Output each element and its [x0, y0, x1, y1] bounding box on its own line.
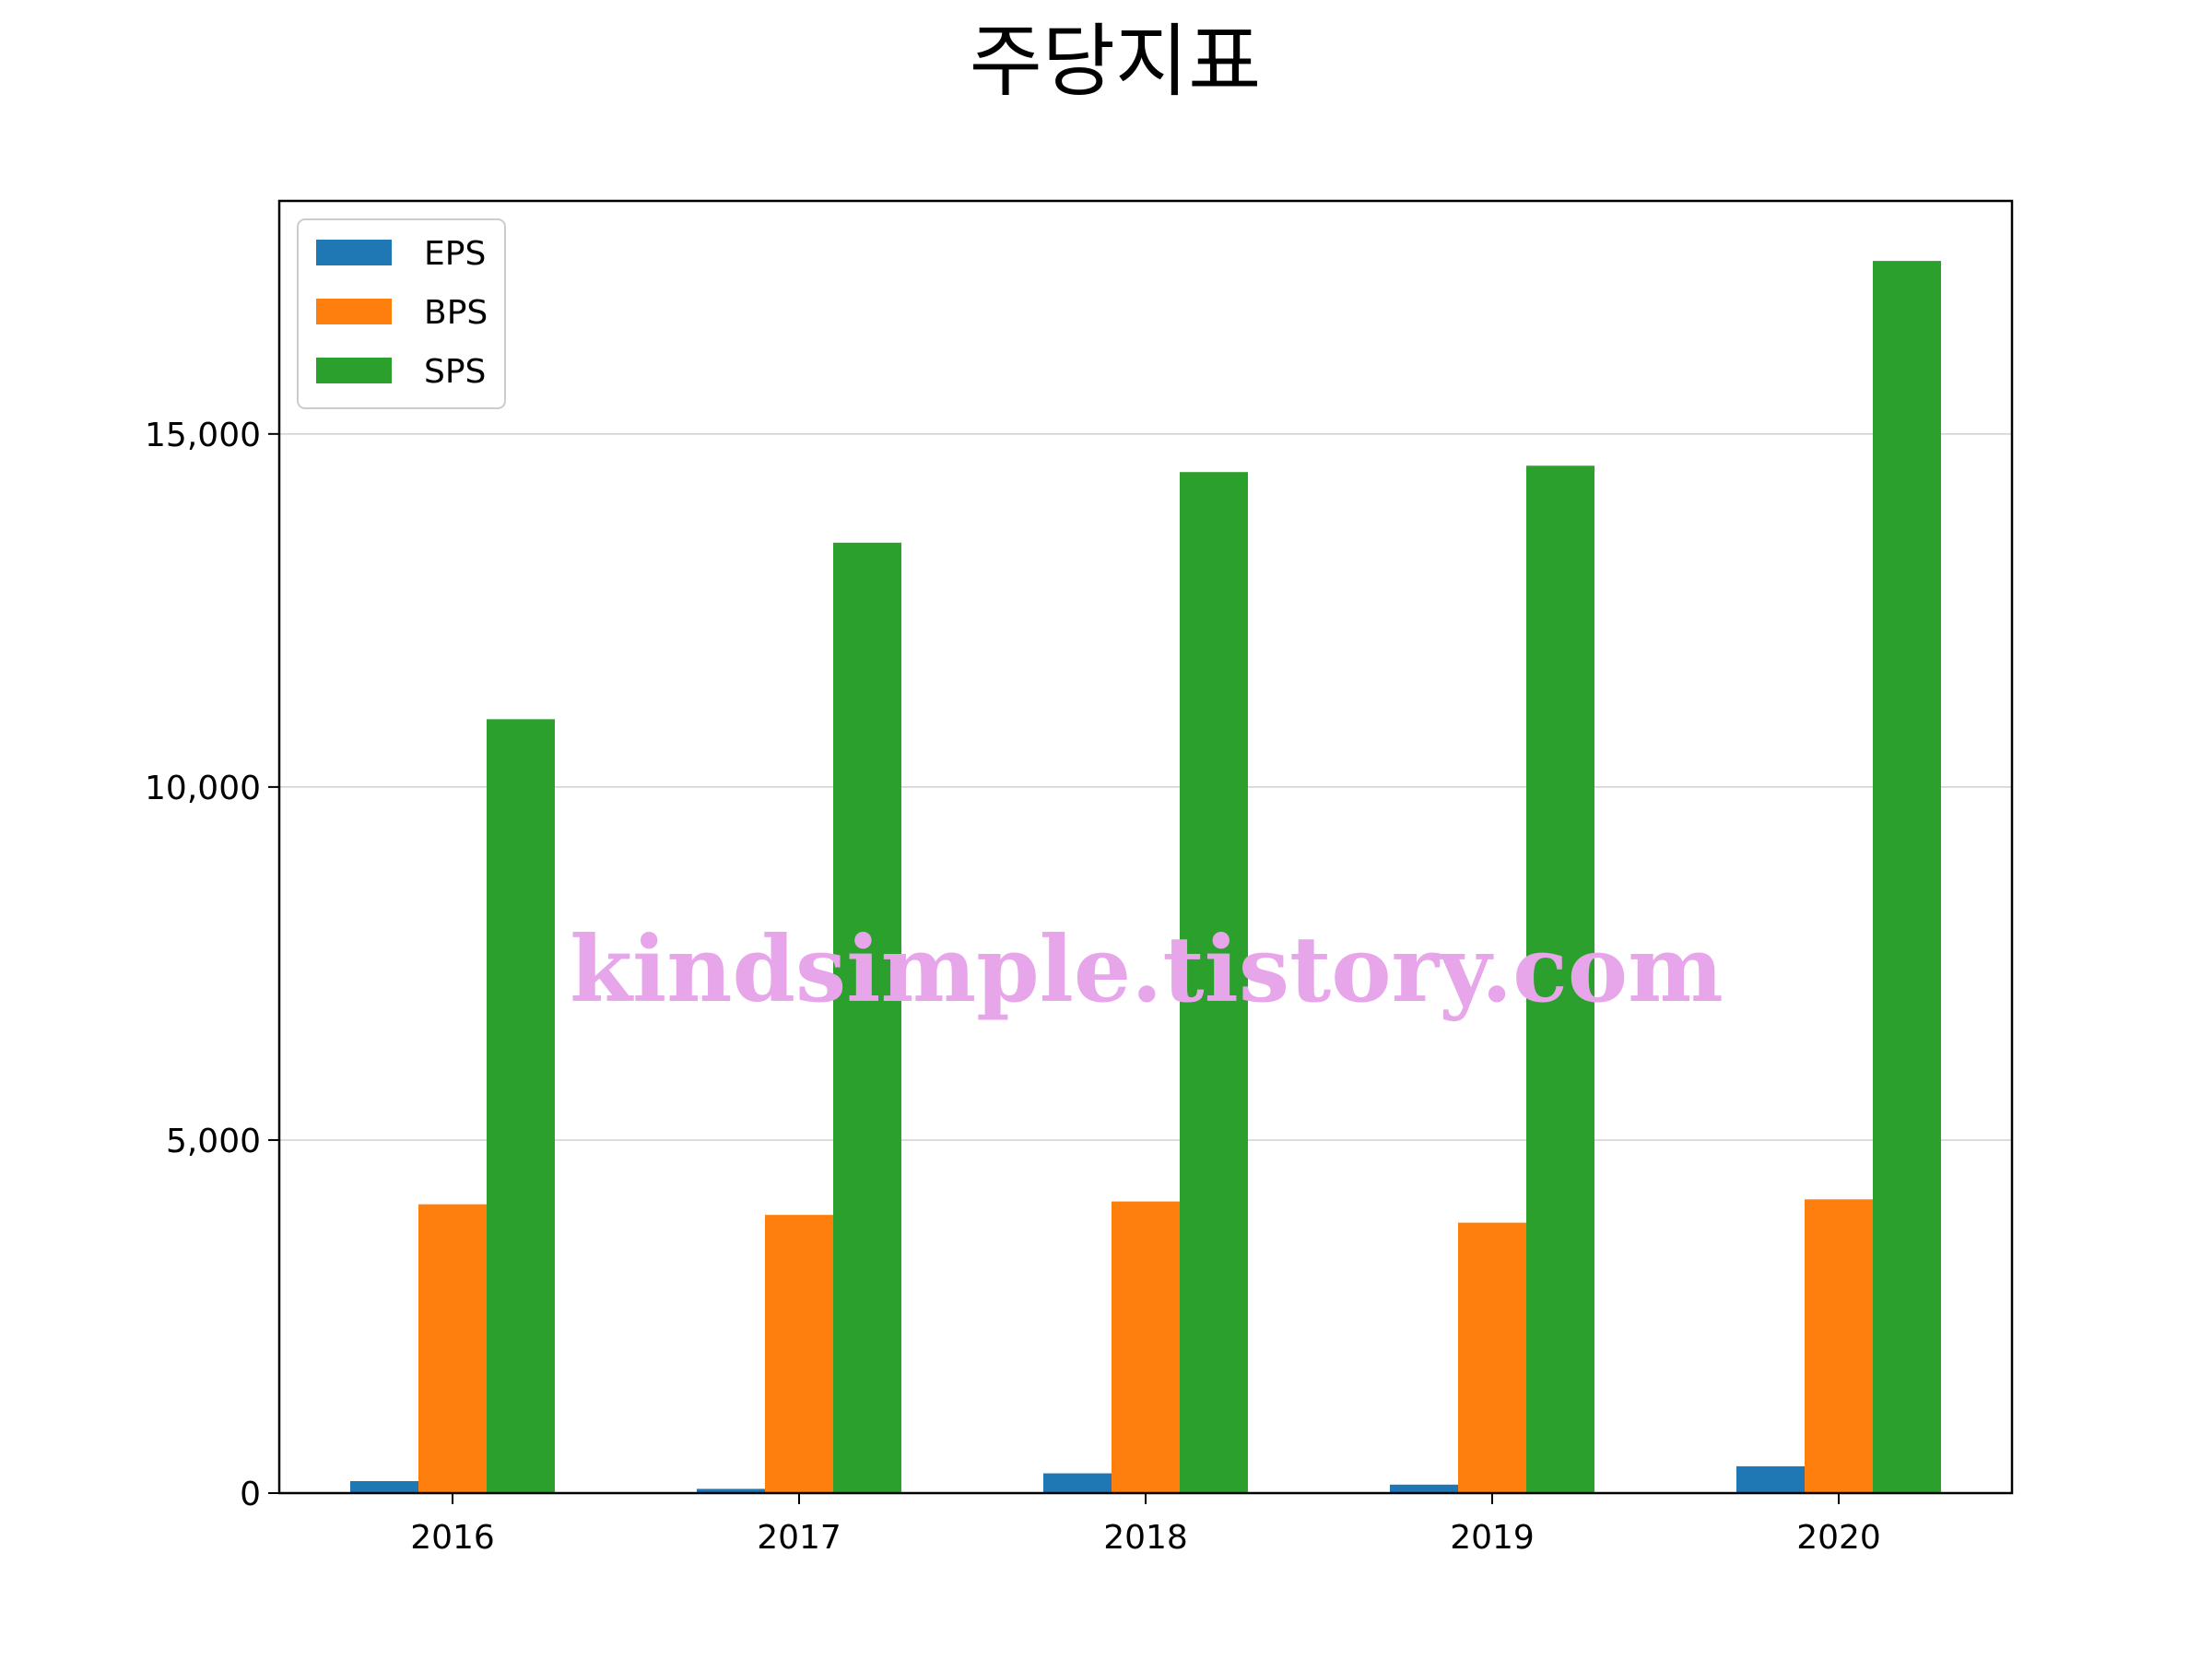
x-tick-label: 2017	[757, 1519, 841, 1557]
y-tick-label: 10,000	[145, 770, 261, 807]
y-tick-label: 15,000	[145, 417, 261, 454]
bar-sps-2018	[1180, 472, 1248, 1493]
x-tick-label: 2019	[1450, 1519, 1535, 1557]
legend-label-eps: EPS	[424, 235, 486, 273]
legend-swatch-sps	[316, 358, 392, 383]
bar-sps-2016	[487, 719, 555, 1493]
bar-eps-2017	[697, 1488, 765, 1493]
y-axis: 0 5,000 10,000 15,000	[145, 417, 279, 1513]
x-tick-label: 2018	[1103, 1519, 1188, 1557]
bar-eps-2020	[1736, 1465, 1805, 1493]
bars	[350, 261, 1941, 1494]
grid-lines	[279, 433, 2012, 1141]
legend: EPS BPS SPS	[297, 218, 506, 409]
legend-swatch-bps	[316, 299, 392, 324]
x-tick-label: 2016	[410, 1519, 495, 1557]
x-tick-label: 2020	[1796, 1519, 1881, 1557]
bar-bps-2020	[1805, 1199, 1873, 1493]
bar-bps-2018	[1112, 1201, 1180, 1493]
chart-title: 주당지표	[970, 16, 1261, 108]
y-tick-label: 0	[240, 1476, 261, 1513]
bar-eps-2019	[1390, 1484, 1458, 1493]
watermark: kindsimple.tistory.com	[570, 917, 1724, 1023]
bar-sps-2017	[833, 542, 901, 1493]
bar-eps-2018	[1043, 1473, 1112, 1493]
legend-swatch-eps	[316, 240, 392, 265]
bar-bps-2017	[765, 1215, 833, 1493]
y-tick-label: 5,000	[166, 1123, 261, 1160]
legend-label-sps: SPS	[424, 353, 486, 391]
legend-label-bps: BPS	[424, 294, 488, 332]
x-axis: 2016 2017 2018 2019 2020	[410, 1493, 1881, 1557]
bar-sps-2020	[1873, 261, 1941, 1493]
bar-bps-2019	[1458, 1222, 1526, 1493]
bar-bps-2016	[418, 1204, 487, 1493]
bar-sps-2019	[1526, 465, 1594, 1494]
bar-eps-2016	[350, 1480, 418, 1493]
